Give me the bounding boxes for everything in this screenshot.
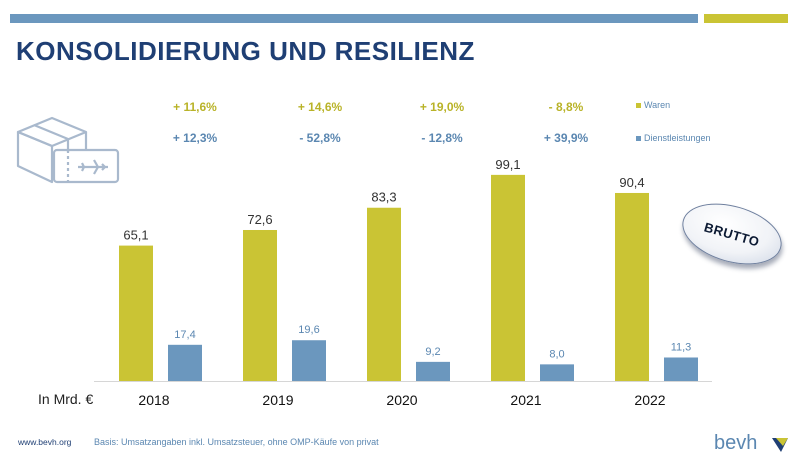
footer-note: Basis: Umsatzangaben inkl. Umsatzsteuer,… xyxy=(94,437,379,447)
growth-label-waren-3: + 19,0% xyxy=(420,100,465,114)
data-label-dienstleistungen-2020: 9,2 xyxy=(425,346,440,358)
data-label-waren-2019: 72,6 xyxy=(247,212,272,227)
growth-label-dienstleistungen-3: - 12,8% xyxy=(421,131,463,145)
growth-label-dienstleistungen-1: + 12,3% xyxy=(173,131,218,145)
legend-label-waren: Waren xyxy=(644,100,671,110)
bar-dienstleistungen-2022 xyxy=(664,357,698,381)
growth-label-waren-1: + 11,6% xyxy=(173,100,217,114)
brutto-badge-label: BRUTTO xyxy=(702,218,762,250)
x-tick-label-2021: 2021 xyxy=(510,392,541,408)
growth-label-waren-4: - 8,8% xyxy=(549,100,584,114)
legend-label-dienstleistungen: Dienstleistungen xyxy=(644,133,711,143)
bar-waren-2020 xyxy=(367,207,401,381)
package-ticket-icon xyxy=(12,110,122,195)
data-label-dienstleistungen-2019: 19,6 xyxy=(298,324,319,336)
bar-waren-2022 xyxy=(615,192,649,381)
bar-waren-2018 xyxy=(119,245,153,381)
bar-dienstleistungen-2019 xyxy=(292,340,326,381)
bar-dienstleistungen-2020 xyxy=(416,361,450,381)
legend-swatch-dienstleistungen xyxy=(636,135,641,141)
bevh-logo-mark-icon xyxy=(772,438,788,457)
legend-swatch-waren xyxy=(636,102,641,108)
data-label-dienstleistungen-2018: 17,4 xyxy=(174,329,195,341)
data-label-waren-2018: 65,1 xyxy=(123,228,148,243)
x-tick-label-2020: 2020 xyxy=(386,392,417,408)
bar-chart: 65,1 17,4 2018 72,6 19,6 2019 83,3 9,2 2020 99,1 8… xyxy=(94,100,712,408)
data-label-waren-2021: 99,1 xyxy=(495,157,520,172)
data-label-waren-2022: 90,4 xyxy=(619,175,644,190)
growth-label-dienstleistungen-4: + 39,9% xyxy=(544,131,589,145)
legend-item-waren: Waren xyxy=(636,100,670,110)
page-title: KONSOLIDIERUNG UND RESILIENZ xyxy=(16,36,475,66)
x-tick-label-2022: 2022 xyxy=(634,392,665,408)
bar-waren-2021 xyxy=(491,174,525,381)
top-accent-bar-olive xyxy=(704,14,788,23)
bar-dienstleistungen-2021 xyxy=(540,364,574,381)
top-accent-bar-blue xyxy=(10,14,698,23)
legend-item-dienstleistungen: Dienstleistungen xyxy=(636,133,711,143)
growth-label-dienstleistungen-2: - 52,8% xyxy=(299,131,341,145)
data-label-dienstleistungen-2022: 11,3 xyxy=(671,341,692,353)
growth-label-waren-2: + 14,6% xyxy=(298,100,343,114)
y-axis-unit-label: In Mrd. € xyxy=(38,391,94,407)
x-tick-label-2018: 2018 xyxy=(138,392,169,408)
x-tick-label-2019: 2019 xyxy=(262,392,293,408)
data-label-waren-2020: 83,3 xyxy=(371,190,396,205)
bar-waren-2019 xyxy=(243,229,277,381)
footer-url[interactable]: www.bevh.org xyxy=(18,437,72,447)
bevh-logo: bevh xyxy=(714,432,758,454)
data-label-dienstleistungen-2021: 8,0 xyxy=(549,348,564,360)
bar-dienstleistungen-2018 xyxy=(168,344,202,381)
